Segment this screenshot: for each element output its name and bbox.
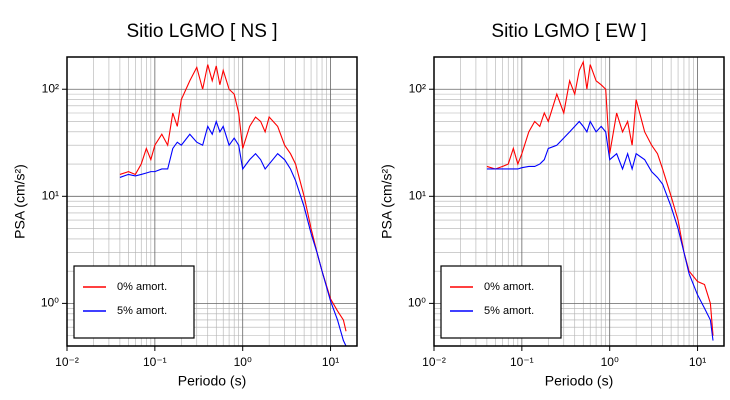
- x-tick-label: 10⁰: [234, 355, 252, 369]
- y-axis-label: PSA (cm/s²): [379, 164, 395, 239]
- data-line: [486, 120, 714, 341]
- y-axis-label: PSA (cm/s²): [12, 164, 28, 239]
- y-tick-label: 10²: [42, 81, 59, 95]
- x-tick-label: 10⁻²: [422, 355, 446, 369]
- y-tick-label: 10⁰: [408, 296, 426, 310]
- x-tick-label: 10⁻²: [55, 355, 79, 369]
- x-tick-label: 10¹: [322, 355, 339, 369]
- legend: 0% amort. 5% amort.: [440, 265, 562, 339]
- y-tick-label: 10¹: [42, 188, 59, 202]
- chart-title: Sitio LGMO [ NS ]: [127, 21, 278, 42]
- legend-label: 5% amort.: [117, 305, 167, 317]
- y-tick-label: 10¹: [409, 188, 426, 202]
- plot-frame: [433, 56, 725, 347]
- x-tick-label: 10⁻¹: [510, 355, 534, 369]
- legend-box: [440, 265, 562, 339]
- x-axis-label: Periodo (s): [545, 373, 613, 389]
- legend-label: 0% amort.: [484, 281, 534, 293]
- legend-label: 5% amort.: [484, 305, 534, 317]
- x-tick-label: 10⁰: [601, 355, 619, 369]
- data-line: [486, 59, 714, 336]
- y-tick-label: 10⁰: [41, 296, 59, 310]
- legend-box: [73, 265, 195, 339]
- y-tick-label: 10²: [409, 81, 426, 95]
- x-tick-label: 10⁻¹: [143, 355, 167, 369]
- plot-frame: [66, 56, 358, 347]
- legend: 0% amort. 5% amort.: [73, 265, 195, 339]
- x-axis-label: Periodo (s): [178, 373, 246, 389]
- legend-label: 0% amort.: [117, 281, 167, 293]
- x-tick-label: 10¹: [689, 355, 706, 369]
- chart-title: Sitio LGMO [ EW ]: [491, 21, 646, 42]
- data-line: [119, 119, 347, 347]
- data-line: [119, 64, 347, 332]
